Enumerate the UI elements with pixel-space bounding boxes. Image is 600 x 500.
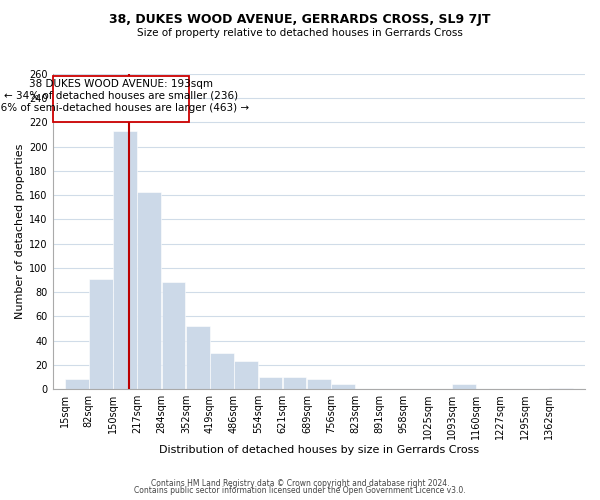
Y-axis label: Number of detached properties: Number of detached properties xyxy=(15,144,25,319)
Text: Contains HM Land Registry data © Crown copyright and database right 2024.: Contains HM Land Registry data © Crown c… xyxy=(151,478,449,488)
Bar xyxy=(89,278,113,389)
Bar xyxy=(53,76,189,122)
Bar xyxy=(65,380,89,389)
Bar xyxy=(234,361,258,389)
Bar xyxy=(549,388,573,389)
Bar xyxy=(331,384,355,389)
Text: Size of property relative to detached houses in Gerrards Cross: Size of property relative to detached ho… xyxy=(137,28,463,38)
Bar xyxy=(161,282,185,389)
Bar xyxy=(186,326,210,389)
Bar xyxy=(210,352,234,389)
Bar xyxy=(452,384,476,389)
Text: Contains public sector information licensed under the Open Government Licence v3: Contains public sector information licen… xyxy=(134,486,466,495)
Text: 38 DUKES WOOD AVENUE: 193sqm: 38 DUKES WOOD AVENUE: 193sqm xyxy=(29,78,213,88)
Text: 66% of semi-detached houses are larger (463) →: 66% of semi-detached houses are larger (… xyxy=(0,103,249,113)
Bar xyxy=(137,192,161,389)
Text: 38, DUKES WOOD AVENUE, GERRARDS CROSS, SL9 7JT: 38, DUKES WOOD AVENUE, GERRARDS CROSS, S… xyxy=(109,12,491,26)
X-axis label: Distribution of detached houses by size in Gerrards Cross: Distribution of detached houses by size … xyxy=(159,445,479,455)
Bar xyxy=(283,377,307,389)
Bar xyxy=(307,380,331,389)
Text: ← 34% of detached houses are smaller (236): ← 34% of detached houses are smaller (23… xyxy=(4,91,238,101)
Bar xyxy=(259,377,283,389)
Bar xyxy=(113,131,137,389)
